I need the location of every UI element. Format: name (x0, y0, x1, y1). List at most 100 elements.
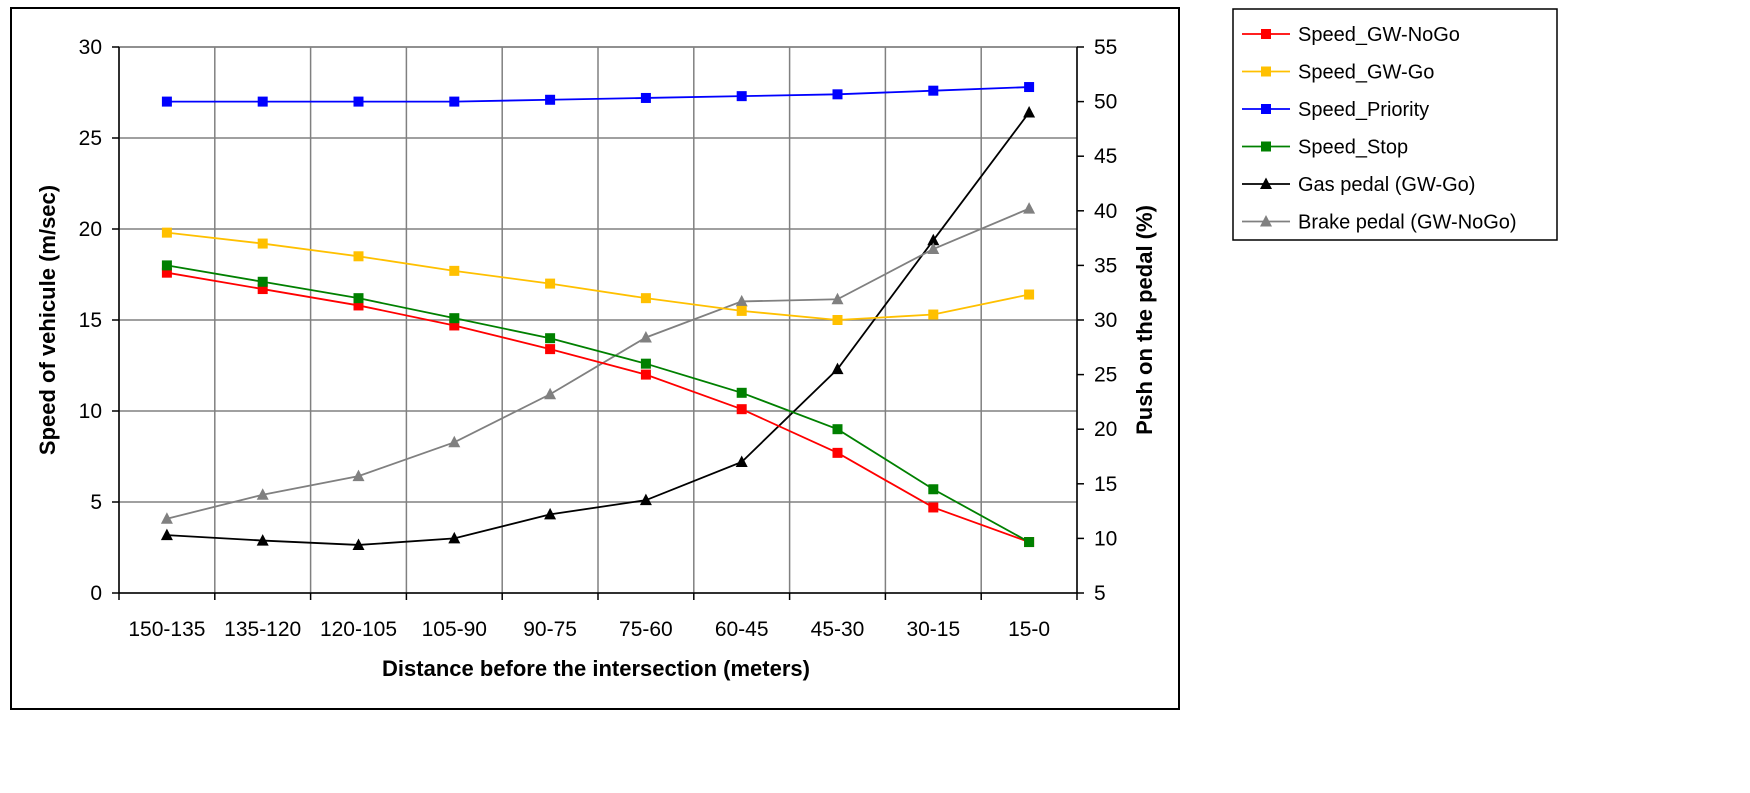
y2-tick-label: 10 (1094, 527, 1117, 550)
data-point (257, 238, 268, 249)
legend-label: Brake pedal (GW-NoGo) (1298, 212, 1517, 234)
data-point (448, 435, 461, 448)
data-point (545, 344, 556, 355)
legend-swatch-marker (1261, 141, 1271, 152)
series-line (166, 207, 1030, 520)
y2-tick-label: 45 (1094, 145, 1117, 168)
data-point (640, 92, 651, 103)
y2-tick-label: 55 (1094, 36, 1117, 59)
data-point (927, 242, 940, 255)
y-tick-label: 0 (90, 582, 102, 605)
data-point (353, 96, 364, 107)
data-point (640, 369, 651, 380)
data-point (1023, 106, 1036, 118)
data-point (736, 404, 747, 415)
data-point (256, 488, 269, 500)
data-point (449, 265, 460, 276)
data-point (735, 294, 748, 307)
legend-label: Speed_GW-Go (1298, 62, 1434, 84)
data-point (736, 305, 747, 316)
data-point (352, 469, 365, 482)
series-line (166, 271, 1030, 543)
legend: Speed_GW-NoGo Speed_GW-Go Speed_Priority Sp… (1232, 8, 1558, 241)
data-point (353, 251, 364, 262)
data-point (1024, 537, 1035, 548)
data-point (928, 85, 939, 96)
data-point (832, 447, 843, 458)
legend-swatch-marker (1260, 177, 1272, 189)
x-tick-label: 30-15 (906, 618, 960, 641)
data-point (736, 387, 747, 398)
legend-item: Speed_Stop (1242, 137, 1408, 159)
data-point (545, 94, 556, 105)
y2-tick-label: 35 (1094, 254, 1117, 277)
data-point (449, 320, 460, 331)
legend-label: Speed_Priority (1298, 99, 1429, 121)
legend-item: Speed_GW-NoGo (1242, 24, 1460, 46)
data-point (831, 292, 844, 305)
data-point (639, 330, 652, 343)
data-point (640, 358, 651, 369)
y-tick-label: 20 (79, 218, 102, 241)
data-point (928, 502, 939, 513)
x-tick-label: 105-90 (422, 618, 487, 641)
data-point (256, 534, 269, 546)
data-point (448, 531, 461, 544)
y2-tick-label: 25 (1094, 364, 1117, 387)
x-tick-label: 75-60 (619, 618, 673, 641)
y-tick-label: 30 (79, 36, 102, 59)
y-tick-label: 10 (79, 400, 102, 423)
x-tick-label: 90-75 (523, 618, 577, 641)
x-tick-label: 60-45 (715, 618, 769, 641)
x-axis: 150-135 135-120 120-105 105-90 90-75 75-60 60-… (118, 592, 1078, 641)
y2-tick-label: 5 (1094, 582, 1106, 605)
y2-axis-title: Push on the pedal (%) (1132, 205, 1157, 435)
data-point (1023, 202, 1036, 214)
legend-item: Speed_Priority (1242, 99, 1429, 121)
data-point (544, 507, 557, 520)
data-point (353, 300, 364, 311)
series-line (166, 231, 1030, 321)
legend-item: Brake pedal (GW-NoGo) (1242, 212, 1517, 234)
chart-frame (10, 7, 1180, 710)
data-point (736, 91, 747, 102)
legend-swatch-marker (1260, 215, 1272, 227)
data-point (257, 284, 268, 295)
data-point (545, 333, 556, 344)
data-point (449, 96, 460, 107)
y-axis-title: Speed of vehicule (m/sec) (35, 185, 60, 455)
series-line (166, 111, 1030, 546)
y2-tick-label: 30 (1094, 309, 1117, 332)
data-point (257, 276, 268, 287)
legend-label: Gas pedal (GW-Go) (1298, 174, 1475, 196)
data-point (161, 260, 172, 271)
legend-item: Gas pedal (GW-Go) (1242, 174, 1475, 196)
data-point (832, 89, 843, 100)
series-speed-gw-go (161, 227, 1035, 325)
data-point (1024, 82, 1035, 93)
legend-box (1232, 8, 1558, 241)
data-point (927, 233, 940, 246)
data-point (640, 293, 651, 304)
data-point (639, 493, 652, 506)
data-point (735, 455, 748, 467)
data-point (160, 528, 173, 541)
data-point (449, 313, 460, 324)
data-point (545, 278, 556, 289)
data-point (1024, 289, 1035, 300)
data-point (831, 362, 844, 375)
y-tick-label: 5 (90, 491, 102, 514)
legend-label: Speed_GW-NoGo (1298, 24, 1460, 46)
legend-swatch-marker (1261, 104, 1271, 114)
series-line (166, 86, 1030, 103)
y-axis-left: 0 5 10 15 20 25 30 (79, 36, 120, 605)
data-point (257, 96, 268, 107)
y-tick-label: 25 (79, 127, 102, 150)
data-point (544, 387, 557, 400)
series-speed-stop (161, 260, 1035, 548)
legend-swatch-marker (1261, 29, 1271, 39)
legend-label: Speed_Stop (1298, 137, 1408, 159)
data-point (161, 267, 172, 278)
x-tick-label: 45-30 (811, 618, 865, 641)
